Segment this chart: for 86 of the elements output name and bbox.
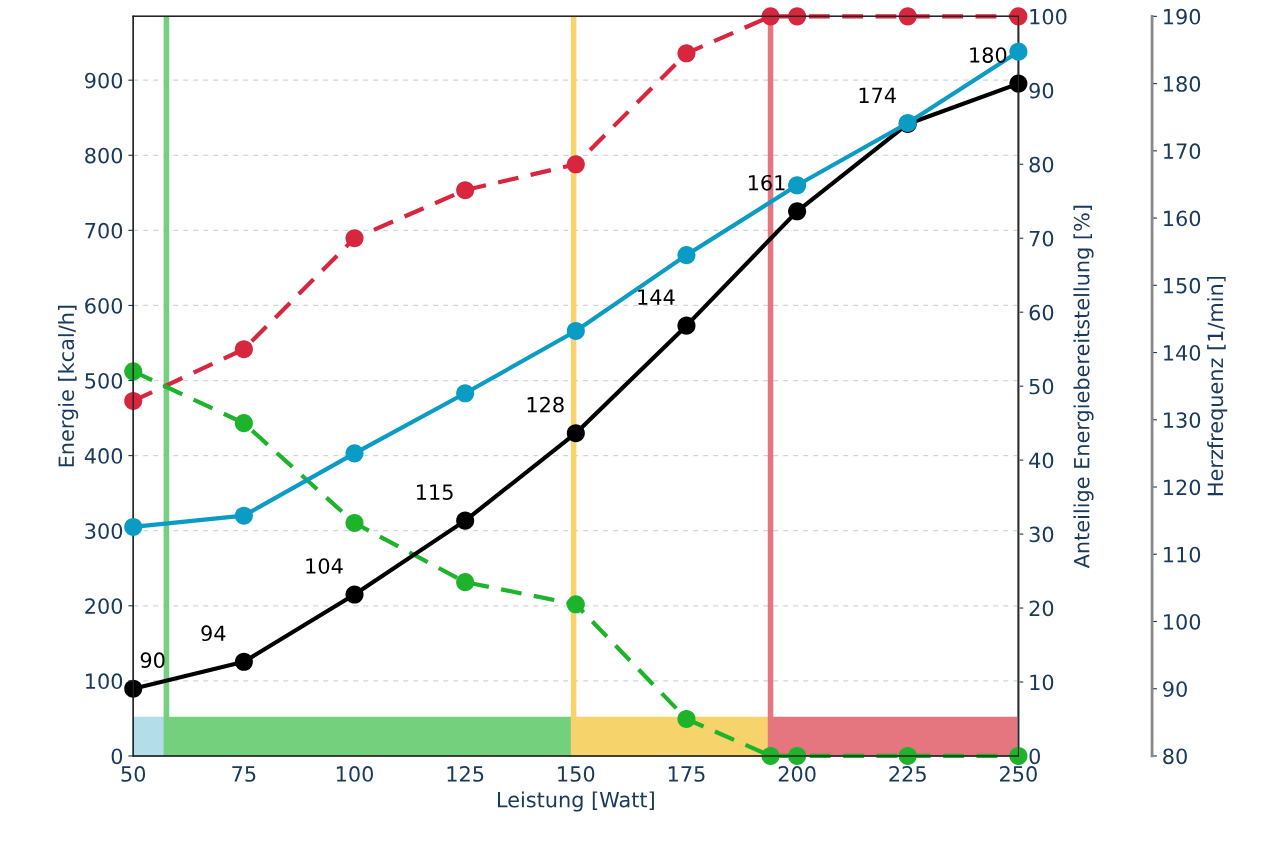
y-tick-label: 300	[85, 523, 123, 539]
point	[345, 585, 364, 604]
y3-tick-label: 150	[1164, 277, 1201, 294]
y3-tick-label: 130	[1164, 412, 1201, 428]
x-tick-label: 150	[558, 766, 595, 782]
y-tick-label: 700	[85, 222, 123, 239]
y3-tick-label: 80	[1163, 748, 1187, 765]
y3-axis-title: Herzfrequenz [1/min]	[1207, 276, 1228, 496]
point	[456, 181, 475, 200]
x-tick-label: 75	[232, 766, 256, 782]
point	[566, 321, 585, 340]
data-label: 180	[970, 47, 1007, 63]
point	[1009, 74, 1028, 93]
point	[1009, 746, 1028, 765]
point	[1009, 7, 1028, 26]
x-tick-label: 225	[889, 766, 926, 782]
y-tick-label: 0	[111, 748, 123, 765]
point	[566, 155, 585, 174]
x-tick-label: 125	[447, 766, 484, 782]
data-label: 115	[417, 484, 453, 500]
y-tick-label: 900	[85, 72, 123, 89]
point	[677, 44, 696, 63]
point	[677, 246, 696, 265]
y3-tick-label: 180	[1164, 76, 1201, 92]
y3-tick-label: 90	[1163, 681, 1187, 697]
data-label: 104	[306, 558, 343, 574]
point	[456, 511, 475, 530]
point	[788, 7, 807, 26]
y3-tick-label: 170	[1164, 143, 1201, 160]
y3-tick-label: 100	[1164, 613, 1201, 630]
y-tick-label: 200	[85, 598, 123, 614]
point	[234, 340, 253, 359]
data-label: 94	[201, 625, 226, 642]
data-label: 174	[859, 87, 896, 103]
y-tick-label: 600	[85, 297, 123, 314]
y-tick-label: 100	[86, 673, 123, 690]
point	[677, 709, 696, 729]
point	[124, 679, 143, 698]
x-axis-title: Leistung [Watt]	[497, 791, 654, 812]
y2-tick-label: 80	[1029, 156, 1054, 173]
y-tick-label: 800	[85, 147, 123, 164]
point	[1009, 42, 1028, 61]
data-label: 161	[748, 174, 785, 191]
point	[345, 229, 364, 248]
point	[566, 424, 585, 443]
y3-tick-label: 120	[1164, 479, 1201, 496]
y2-tick-label: 10	[1030, 674, 1054, 691]
y-tick-label: 400	[84, 448, 123, 464]
point	[345, 513, 364, 533]
point	[788, 202, 807, 221]
point	[345, 444, 364, 463]
y3-tick-label: 110	[1164, 546, 1201, 563]
y2-tick-label: 70	[1029, 230, 1054, 247]
y3-tick-label: 140	[1164, 344, 1201, 361]
point	[234, 506, 253, 525]
x-tick-label: 200	[778, 766, 816, 782]
y-tick-label: 500	[85, 372, 123, 389]
y2-tick-label: 90	[1029, 82, 1054, 99]
x-tick-label: 250	[1000, 766, 1037, 782]
point	[124, 391, 143, 410]
x-tick-label: 50	[121, 766, 146, 782]
y2-tick-label: 50	[1029, 378, 1054, 395]
point	[124, 517, 143, 536]
y3-tick-label: 160	[1164, 210, 1201, 227]
y2-tick-label: 60	[1029, 304, 1054, 321]
point	[677, 316, 696, 335]
point	[234, 652, 253, 671]
y2-tick-label: 100	[1030, 8, 1067, 25]
y2-tick-label: 20	[1029, 600, 1054, 617]
y2-axis-title: Anteilige Energiebereitstellung [%]	[1073, 205, 1094, 569]
point	[788, 176, 807, 195]
data-label: 90	[140, 652, 165, 669]
y2-tick-label: 0	[1029, 748, 1040, 765]
x-tick-label: 100	[336, 766, 374, 782]
x-tick-label: 175	[668, 766, 705, 782]
point	[456, 384, 475, 403]
y2-tick-label: 40	[1029, 452, 1054, 469]
point	[456, 573, 475, 592]
point	[566, 595, 585, 614]
point	[124, 362, 143, 381]
point	[234, 414, 253, 433]
y2-tick-label: 30	[1029, 526, 1054, 543]
y-axis-title: Energie [kcal/h]	[58, 305, 79, 467]
data-label: 144	[638, 289, 675, 305]
y3-tick-label: 190	[1164, 8, 1201, 25]
data-label: 128	[527, 396, 564, 413]
